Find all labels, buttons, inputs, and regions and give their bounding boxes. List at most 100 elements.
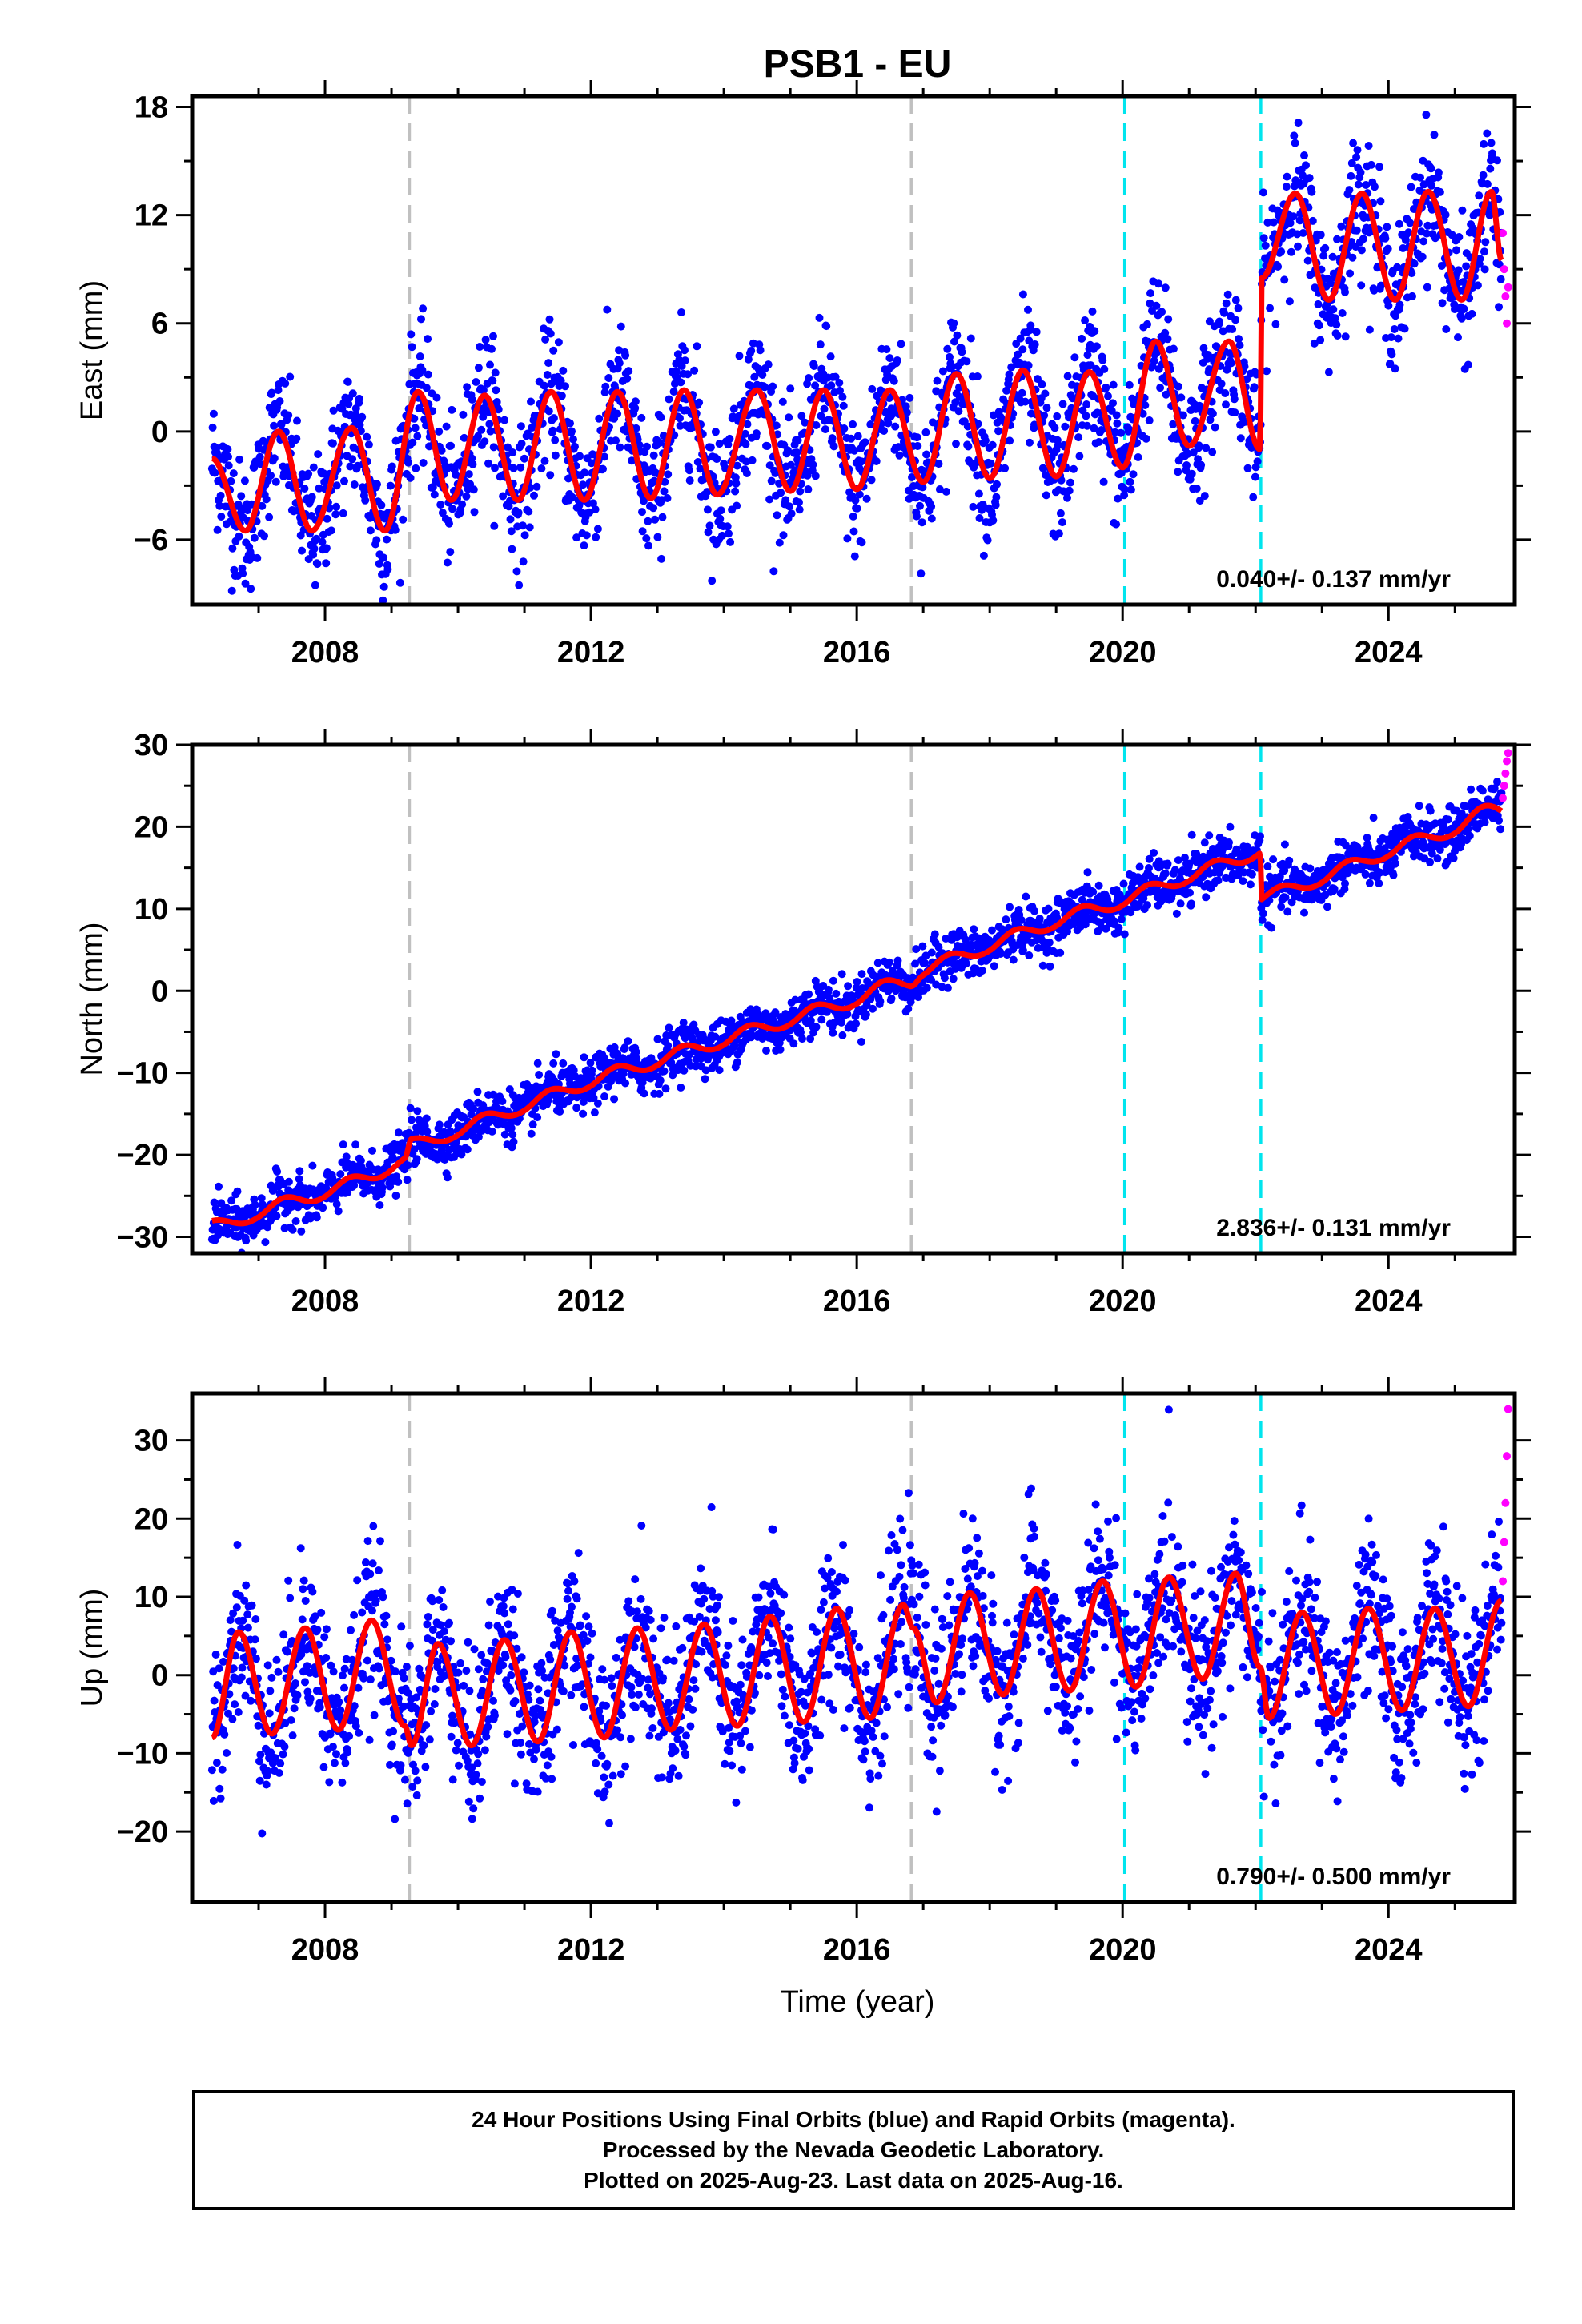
- data-point: [229, 469, 238, 478]
- data-point: [715, 440, 724, 448]
- data-point: [293, 416, 301, 425]
- data-point: [934, 460, 943, 468]
- data-point: [499, 492, 508, 501]
- data-point: [672, 368, 681, 376]
- data-point: [1150, 849, 1158, 857]
- data-point: [696, 464, 705, 473]
- data-point: [1352, 226, 1361, 235]
- data-point: [779, 531, 788, 540]
- data-point: [1381, 234, 1390, 243]
- data-point: [364, 440, 373, 449]
- data-point: [897, 340, 905, 348]
- data-point: [331, 1192, 339, 1201]
- data-point: [261, 1238, 270, 1247]
- data-point: [292, 434, 301, 443]
- data-point: [978, 967, 986, 975]
- data-point: [304, 469, 313, 478]
- data-point: [240, 476, 249, 485]
- data-point: [664, 1041, 673, 1050]
- data-point: [624, 1037, 632, 1046]
- data-point: [1316, 231, 1325, 239]
- data-point: [566, 419, 574, 428]
- data-point: [509, 1137, 518, 1146]
- data-point: [1345, 186, 1354, 195]
- data-point: [413, 1107, 422, 1116]
- data-point: [1249, 493, 1258, 501]
- data-point: [599, 464, 607, 473]
- data-point: [815, 313, 824, 322]
- data-point: [1024, 361, 1033, 370]
- data-point: [1040, 411, 1049, 420]
- data-point: [549, 414, 558, 423]
- data-point: [1357, 281, 1366, 290]
- data-point: [917, 569, 926, 578]
- data-point: [488, 376, 497, 385]
- data-point: [933, 376, 942, 385]
- data-point: [857, 970, 866, 979]
- data-point: [1269, 855, 1278, 864]
- data-point: [396, 578, 404, 587]
- data-point: [224, 452, 232, 461]
- data-point: [943, 983, 952, 992]
- data-point: [410, 414, 419, 423]
- data-point: [1230, 395, 1239, 404]
- data-point: [419, 459, 428, 467]
- data-point: [1197, 460, 1206, 469]
- data-point: [991, 501, 1000, 509]
- data-point: [988, 440, 997, 449]
- data-point: [322, 559, 331, 568]
- rapid-orbit-points: [1499, 229, 1512, 328]
- data-point: [533, 1113, 542, 1122]
- data-point: [741, 429, 749, 438]
- data-point: [765, 495, 774, 504]
- data-point: [1365, 325, 1374, 334]
- data-point: [921, 959, 930, 967]
- data-point: [559, 1059, 568, 1068]
- data-point: [1177, 393, 1186, 402]
- data-point: [1098, 356, 1107, 364]
- data-point: [857, 1038, 865, 1046]
- data-point: [1395, 300, 1404, 309]
- data-point: [509, 464, 518, 472]
- data-point: [1319, 251, 1328, 260]
- data-point: [265, 513, 274, 521]
- data-point: [271, 477, 280, 486]
- y-tick-label: −30: [117, 1221, 168, 1255]
- data-point: [1302, 161, 1310, 170]
- data-point: [1480, 247, 1488, 256]
- data-point: [343, 1188, 352, 1197]
- data-point: [527, 1129, 536, 1138]
- data-point: [1001, 464, 1010, 472]
- data-point: [791, 995, 800, 1004]
- data-point: [543, 371, 552, 379]
- data-point: [298, 546, 306, 555]
- data-point: [930, 930, 939, 939]
- data-point: [1289, 212, 1298, 221]
- data-point: [1427, 181, 1436, 190]
- data-point: [378, 1184, 387, 1192]
- data-point: [742, 469, 751, 477]
- data-point: [703, 488, 712, 497]
- data-point: [210, 1696, 219, 1705]
- data-point: [885, 958, 893, 967]
- data-point: [1493, 778, 1501, 786]
- data-point: [1179, 411, 1187, 420]
- data-point: [918, 483, 927, 492]
- data-point: [1280, 275, 1289, 284]
- data-point: [319, 1204, 327, 1212]
- data-point: [775, 538, 784, 547]
- data-point: [1390, 325, 1399, 333]
- data-point: [703, 505, 712, 514]
- data-point: [1006, 436, 1014, 445]
- data-point: [632, 1047, 640, 1056]
- data-point: [332, 481, 341, 490]
- data-point: [1359, 235, 1367, 243]
- data-point: [383, 565, 392, 573]
- data-point: [300, 485, 309, 493]
- data-point: [912, 945, 921, 954]
- data-point: [1438, 299, 1447, 308]
- data-point: [1182, 461, 1191, 469]
- data-point: [1058, 400, 1067, 408]
- data-point: [1231, 408, 1239, 417]
